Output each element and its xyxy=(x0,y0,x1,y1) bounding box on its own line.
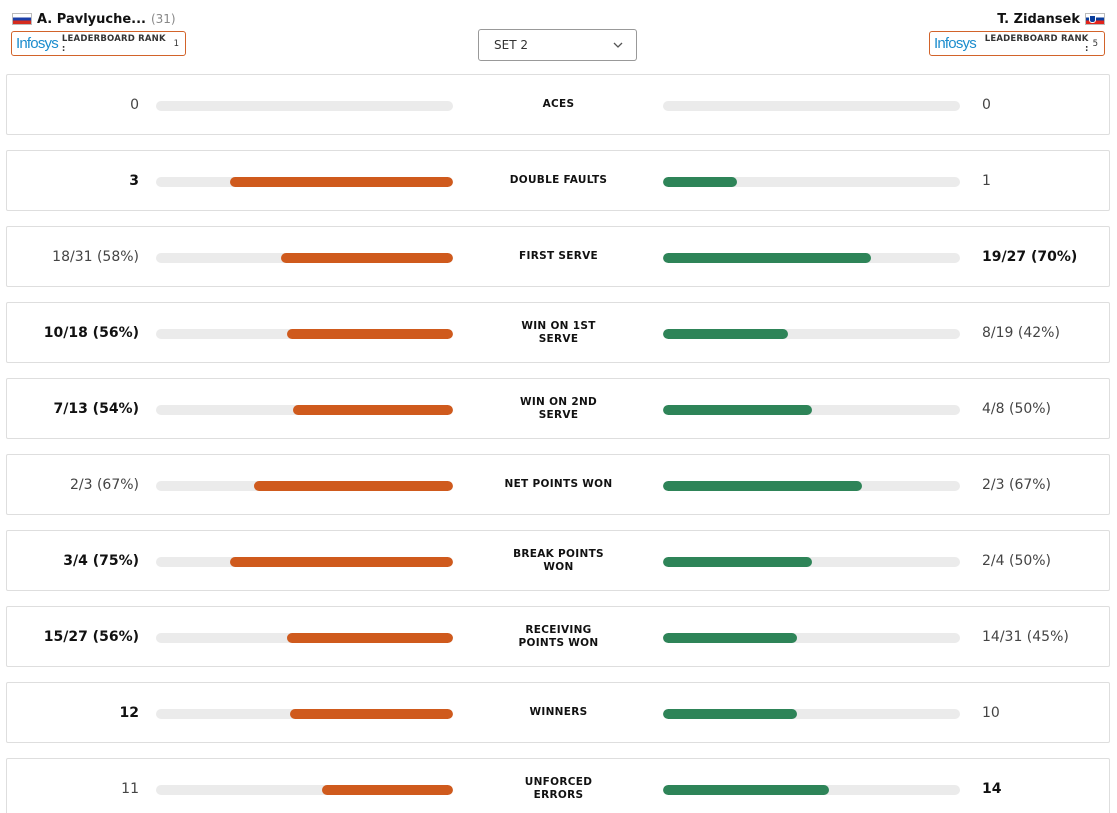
stat-left-value: 10/18 (56%) xyxy=(43,324,139,341)
player-right-name[interactable]: T. Zidansek xyxy=(997,11,1080,27)
stat-left-bar-fill xyxy=(322,785,453,795)
stat-label: BREAK POINTS WON xyxy=(513,547,604,573)
stat-right-value: 8/19 (42%) xyxy=(982,324,1060,341)
stat-right-bar-fill xyxy=(663,557,812,567)
stat-right-bar-fill xyxy=(663,405,812,415)
stat-left-value: 2/3 (67%) xyxy=(69,476,139,493)
stat-row: 11 UNFORCED ERRORS 14 xyxy=(6,758,1110,813)
stat-row: 7/13 (54%) WIN ON 2ND SERVE 4/8 (50%) xyxy=(6,378,1110,439)
stat-row: 0 ACES 0 xyxy=(6,74,1110,135)
stat-left-bar-fill xyxy=(286,633,453,643)
stat-left-bar-fill xyxy=(254,481,453,491)
stat-left-bar xyxy=(156,405,453,415)
stat-row: 3 DOUBLE FAULTS 1 xyxy=(6,150,1110,211)
stat-row: 18/31 (58%) FIRST SERVE 19/27 (70%) xyxy=(6,226,1110,287)
stats-list: 0 ACES 0 3 DOUBLE FAULTS 1 18/31 (58%) FIRST SE… xyxy=(6,74,1110,813)
stat-left-bar xyxy=(156,481,453,491)
stat-right-bar-fill xyxy=(663,177,738,187)
chevron-down-icon xyxy=(613,42,623,48)
stat-label: WIN ON 1ST SERVE xyxy=(521,319,596,345)
rank-value: 5 xyxy=(1092,38,1098,49)
player-left-seed: (31) xyxy=(150,12,176,26)
stat-left-value: 3 xyxy=(129,172,139,189)
match-header: A. Pavlyuche... (31) Infosys LEADERBOARD… xyxy=(0,0,1117,70)
set-dropdown[interactable]: SET 2 xyxy=(478,29,637,61)
stat-left-value: 11 xyxy=(121,780,139,797)
stat-right-bar-fill xyxy=(663,633,797,643)
rank-label: LEADERBOARD RANK : xyxy=(984,33,1089,54)
stat-right-bar xyxy=(663,405,960,415)
stat-right-bar xyxy=(663,633,960,643)
stat-label: WIN ON 2ND SERVE xyxy=(519,395,598,421)
stat-left-bar-fill xyxy=(286,329,453,339)
stat-label: FIRST SERVE xyxy=(519,250,598,262)
leaderboard-rank-badge-left[interactable]: Infosys LEADERBOARD RANK : 1 xyxy=(11,31,186,56)
stat-left-value: 12 xyxy=(119,704,139,721)
stat-right-bar-fill xyxy=(663,709,797,719)
stat-label: WINNERS xyxy=(529,706,588,718)
stat-left-value: 15/27 (56%) xyxy=(43,628,139,645)
stat-right-value: 14 xyxy=(982,780,1002,797)
stat-left-bar-fill xyxy=(289,709,453,719)
stat-right-value: 0 xyxy=(982,96,991,113)
stat-right-value: 10 xyxy=(982,704,1000,721)
stat-label: ACES xyxy=(542,98,575,110)
stat-label: RECEIVING POINTS WON xyxy=(518,623,599,649)
stat-right-value: 14/31 (45%) xyxy=(982,628,1069,645)
infosys-logo: Infosys xyxy=(934,35,977,52)
infosys-logo: Infosys xyxy=(16,35,59,52)
stat-left-bar xyxy=(156,785,453,795)
stat-left-value: 7/13 (54%) xyxy=(53,400,139,417)
stat-left-value: 3/4 (75%) xyxy=(63,552,139,569)
stat-label: NET POINTS WON xyxy=(504,478,613,490)
stat-right-value: 2/4 (50%) xyxy=(982,552,1052,569)
stat-right-bar-fill xyxy=(663,253,871,263)
stat-left-bar xyxy=(156,557,453,567)
rank-label: LEADERBOARD RANK : xyxy=(61,33,166,54)
stat-right-bar-fill xyxy=(663,329,788,339)
stat-row: 10/18 (56%) WIN ON 1ST SERVE 8/19 (42%) xyxy=(6,302,1110,363)
stat-left-bar xyxy=(156,329,453,339)
stat-right-value: 19/27 (70%) xyxy=(982,248,1078,265)
player-right: T. Zidansek Infosys LEADERBOARD RANK : 5 xyxy=(929,10,1105,56)
stat-left-bar-fill xyxy=(230,177,453,187)
stat-right-bar xyxy=(663,557,960,567)
stat-right-value: 2/3 (67%) xyxy=(982,476,1052,493)
stat-right-bar xyxy=(663,785,960,795)
stat-row: 12 WINNERS 10 xyxy=(6,682,1110,743)
stat-left-bar-fill xyxy=(230,557,453,567)
slovenia-flag-icon xyxy=(1085,13,1105,25)
stat-row: 2/3 (67%) NET POINTS WON 2/3 (67%) xyxy=(6,454,1110,515)
stat-right-value: 4/8 (50%) xyxy=(982,400,1052,417)
player-left: A. Pavlyuche... (31) Infosys LEADERBOARD… xyxy=(11,10,186,56)
stat-right-bar xyxy=(663,709,960,719)
stat-left-bar xyxy=(156,177,453,187)
stat-right-bar xyxy=(663,101,960,111)
stat-row: 15/27 (56%) RECEIVING POINTS WON 14/31 (45… xyxy=(6,606,1110,667)
player-left-name[interactable]: A. Pavlyuche... xyxy=(37,11,146,27)
rank-value: 1 xyxy=(173,38,179,49)
stat-right-bar xyxy=(663,177,960,187)
stat-left-bar xyxy=(156,101,453,111)
stat-left-bar-fill xyxy=(292,405,453,415)
stat-left-bar xyxy=(156,709,453,719)
stat-left-value: 0 xyxy=(130,96,139,113)
stat-right-value: 1 xyxy=(982,172,991,189)
stat-left-bar xyxy=(156,253,453,263)
stat-label: DOUBLE FAULTS xyxy=(509,174,608,186)
stat-right-bar xyxy=(663,253,960,263)
stat-right-bar xyxy=(663,481,960,491)
stat-left-bar-fill xyxy=(280,253,453,263)
stat-left-bar xyxy=(156,633,453,643)
set-dropdown-value: SET 2 xyxy=(494,38,528,52)
stat-row: 3/4 (75%) BREAK POINTS WON 2/4 (50%) xyxy=(6,530,1110,591)
stat-right-bar-fill xyxy=(663,481,862,491)
leaderboard-rank-badge-right[interactable]: Infosys LEADERBOARD RANK : 5 xyxy=(929,31,1105,56)
stat-right-bar xyxy=(663,329,960,339)
stat-right-bar-fill xyxy=(663,785,830,795)
stat-left-value: 18/31 (58%) xyxy=(52,248,139,265)
stat-label: UNFORCED ERRORS xyxy=(524,775,593,801)
russia-flag-icon xyxy=(12,13,32,25)
